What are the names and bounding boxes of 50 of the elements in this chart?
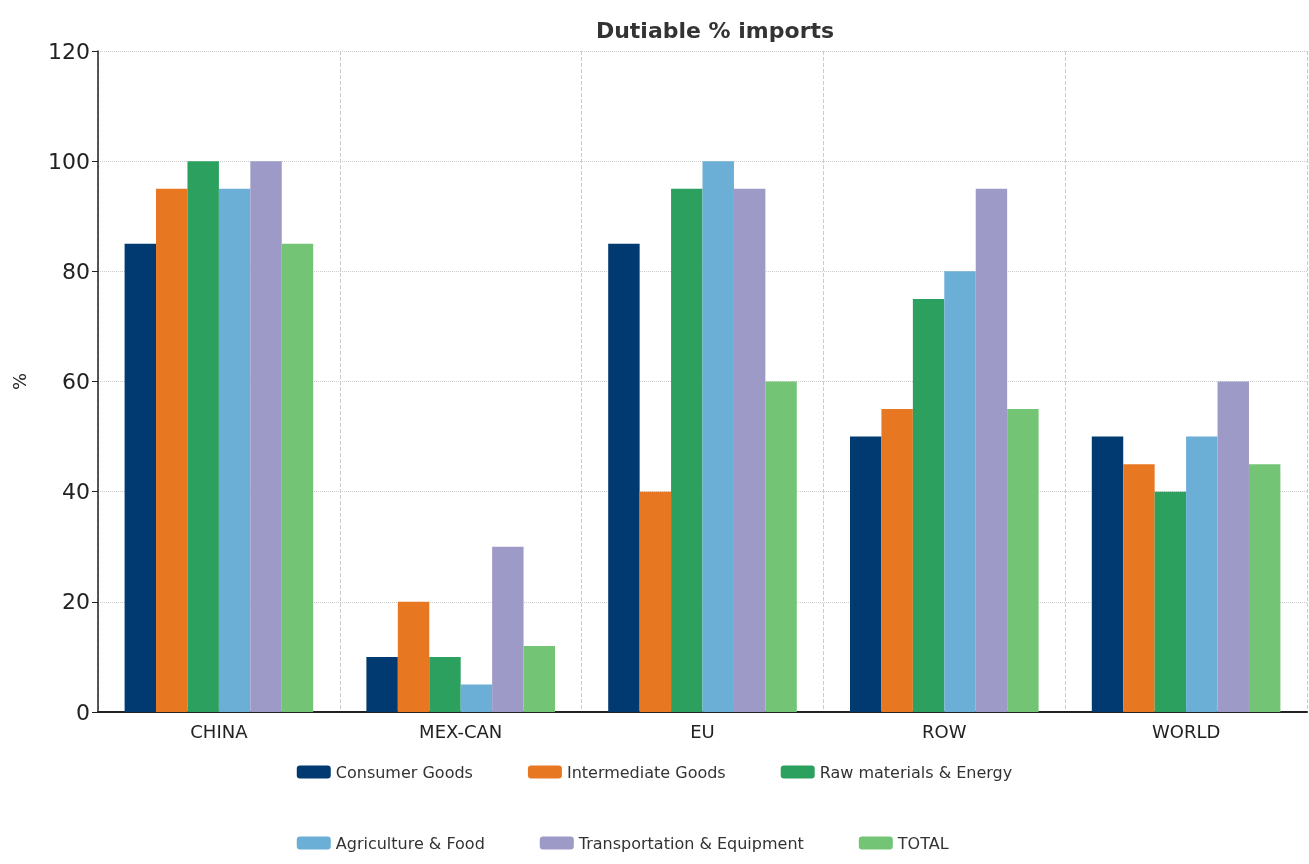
x-tick-label: ROW <box>922 720 967 742</box>
bar <box>523 645 555 712</box>
bar <box>1007 409 1039 712</box>
legend-label: Agriculture & Food <box>335 833 485 853</box>
chart-title: Dutiable % imports <box>595 17 835 43</box>
bar <box>124 243 157 712</box>
x-tick-label: EU <box>690 720 715 742</box>
bar <box>1091 436 1124 712</box>
bar <box>671 188 703 712</box>
bar <box>187 161 219 712</box>
y-tick-label: 80 <box>62 258 90 284</box>
y-axis-title: % <box>8 372 30 391</box>
legend-label: Intermediate Goods <box>566 762 726 782</box>
bar <box>460 684 493 712</box>
bar <box>281 243 314 712</box>
bar <box>1248 464 1281 712</box>
bar <box>250 161 282 712</box>
x-tick-label: CHINA <box>190 720 249 742</box>
y-tick-label: 40 <box>62 479 90 505</box>
y-tick-label: 0 <box>76 699 90 725</box>
bar <box>218 188 251 712</box>
bar <box>850 436 882 712</box>
bar <box>1123 464 1155 712</box>
bar <box>765 381 797 712</box>
bar <box>944 271 976 712</box>
bar <box>1217 381 1249 712</box>
bar <box>156 188 188 712</box>
bar <box>975 188 1008 712</box>
bar <box>702 161 734 712</box>
bar <box>397 601 430 712</box>
bar <box>492 546 524 712</box>
bar <box>912 298 945 712</box>
y-tick-label: 100 <box>48 148 90 174</box>
bar <box>366 656 398 712</box>
y-tick-label: 60 <box>62 369 90 394</box>
bar <box>733 188 766 712</box>
x-tick-label: WORLD <box>1151 720 1221 742</box>
legend-label: Raw materials & Energy <box>819 762 1013 782</box>
bar <box>1154 491 1187 712</box>
legend-label: Transportation & Equipment <box>577 833 804 853</box>
bar <box>1186 436 1218 712</box>
y-tick-label: 120 <box>48 38 90 64</box>
x-tick-label: MEX-CAN <box>419 720 503 742</box>
bar <box>608 243 640 712</box>
bar <box>639 491 672 712</box>
bar <box>881 409 913 712</box>
legend-label: TOTAL <box>896 833 949 853</box>
legend-label: Consumer Goods <box>335 762 473 782</box>
bar <box>429 656 461 712</box>
y-tick-label: 20 <box>62 589 90 615</box>
